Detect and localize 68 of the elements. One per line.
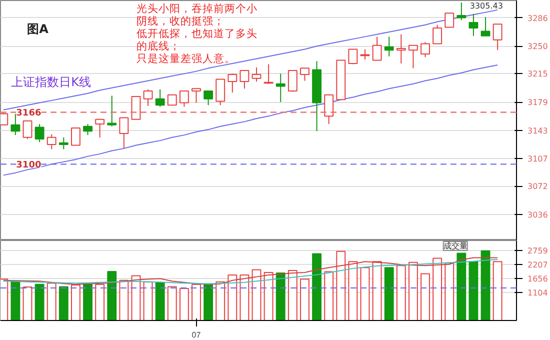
annotation: 阴线，收的挺强； (136, 14, 224, 28)
bar (468, 261, 478, 320)
bar (204, 283, 214, 320)
bar (396, 265, 406, 320)
y-tick-label: 3215 (528, 70, 548, 79)
y-tick-label: 2207 (528, 260, 548, 270)
y-tick-label: 1656 (528, 274, 548, 284)
candlestick (312, 60, 322, 132)
bar (336, 250, 346, 320)
x-tick-label: 07 (192, 330, 202, 340)
annotation: 3305.43 (470, 2, 503, 11)
bar (384, 267, 394, 320)
ref-line-label: 3100 (16, 160, 42, 171)
candlestick (384, 36, 394, 57)
bar (312, 253, 322, 320)
bar (179, 288, 189, 320)
y-tick-label: 3250 (528, 42, 548, 52)
y-tick-label: 3036 (528, 210, 548, 220)
bar (372, 261, 382, 320)
bar (324, 271, 334, 320)
annotation: 低开低探，也知道了多头 (136, 26, 258, 40)
y-tick-label: 3143 (528, 126, 548, 136)
ref-line-label: 3166 (16, 108, 42, 119)
bar (167, 286, 177, 320)
annotation: 的底线； (136, 39, 180, 52)
bar (360, 267, 370, 320)
annotation: 图A (27, 22, 50, 36)
bar (432, 258, 442, 320)
y-tick-label: 2759 (528, 246, 548, 256)
bar (95, 284, 105, 320)
bar (70, 284, 80, 320)
bar (58, 286, 68, 320)
y-tick-label: 3072 (528, 182, 548, 192)
y-tick-label: 3107 (528, 154, 548, 164)
bar (143, 281, 153, 320)
bar (240, 274, 250, 320)
bar (480, 250, 490, 320)
bar (444, 262, 454, 320)
bar (119, 280, 129, 320)
annotation: 上证指数日K线 (11, 74, 92, 89)
y-tick-label: 3179 (528, 98, 548, 108)
bar (420, 273, 430, 320)
bar (288, 270, 298, 320)
bar (107, 270, 117, 320)
candlestick (468, 13, 478, 36)
bar (228, 274, 238, 320)
y-tick-label: 1104 (528, 288, 548, 298)
bar (300, 278, 310, 320)
bar (155, 282, 165, 320)
bar (264, 272, 274, 320)
annotation: 只是这量差强人意。 (136, 52, 236, 65)
bar (46, 282, 56, 320)
annotation: 光头小阳，吞掉前两个小 (136, 2, 258, 15)
bar (10, 281, 20, 320)
candlestick (396, 34, 406, 64)
bar (22, 286, 32, 320)
bar (83, 283, 92, 320)
bar (276, 272, 286, 320)
bar (34, 284, 44, 320)
y-tick-label: 3286 (528, 14, 548, 23)
bar (408, 262, 418, 320)
candlestick (276, 73, 286, 103)
bar (492, 261, 502, 320)
bar (216, 281, 226, 320)
bar (252, 269, 262, 320)
bar (456, 252, 466, 320)
bar (192, 284, 201, 320)
bar (348, 261, 358, 320)
